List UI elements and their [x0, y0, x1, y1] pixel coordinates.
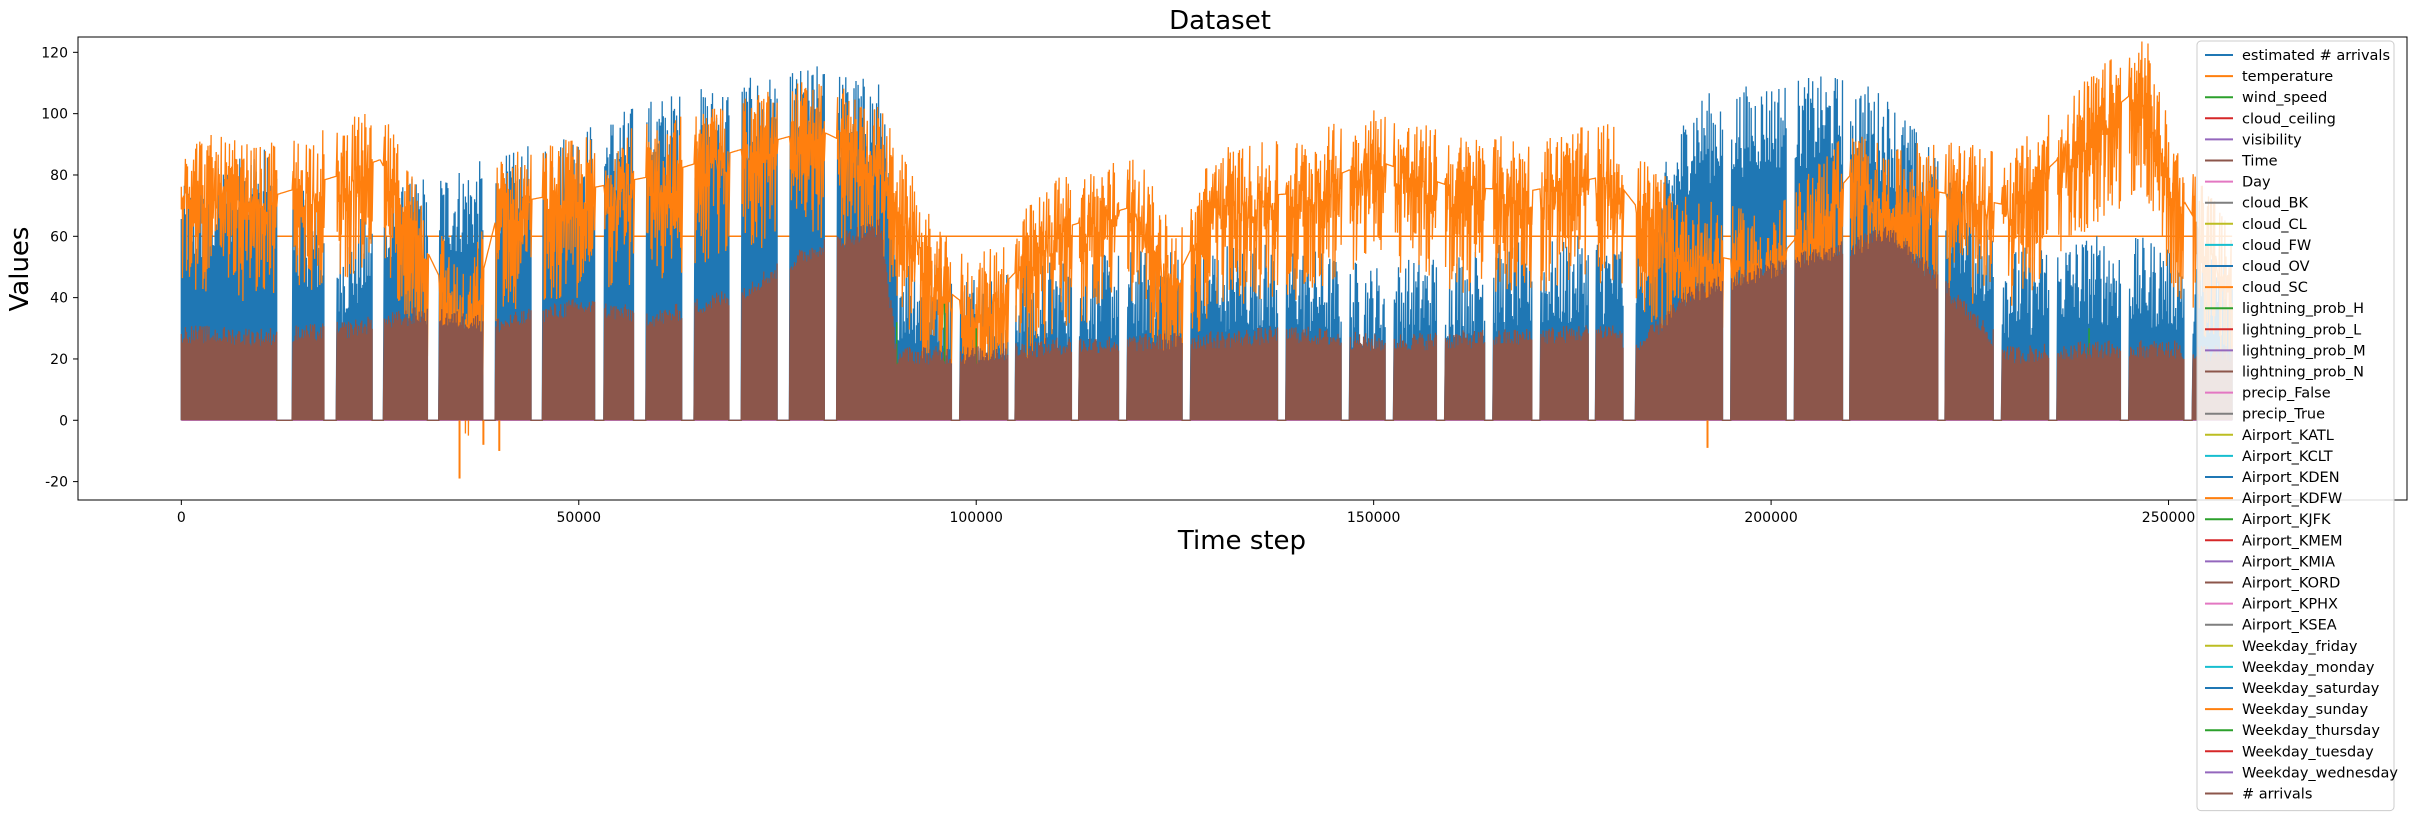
legend-label: lightning_prob_N: [2242, 365, 2364, 381]
x-tick-label: 0: [177, 510, 186, 526]
legend-label: Weekday_thursday: [2242, 723, 2380, 739]
legend-label: Airport_KATL: [2242, 428, 2334, 444]
legend-label: Weekday_sunday: [2242, 702, 2369, 718]
legend-label: Airport_KMIA: [2242, 554, 2335, 570]
series-layer: [180, 41, 2233, 479]
legend-label: cloud_SC: [2242, 280, 2308, 296]
x-tick-label: 50000: [557, 510, 602, 526]
y-tick-label: 100: [41, 107, 68, 123]
y-tick-label: 20: [50, 352, 68, 368]
x-tick-label: 100000: [949, 510, 1002, 526]
legend-label: Weekday_friday: [2242, 639, 2358, 655]
legend-label: temperature: [2242, 69, 2333, 85]
series--arrivals: [180, 218, 2233, 421]
legend-label: cloud_FW: [2242, 238, 2311, 254]
legend-label: lightning_prob_H: [2242, 301, 2364, 317]
y-tick-label: 80: [50, 168, 68, 184]
legend-label: Time: [2241, 154, 2278, 170]
x-axis-label: Time step: [1177, 526, 1306, 556]
legend-label: precip_True: [2242, 407, 2325, 423]
legend-label: Airport_KDFW: [2242, 491, 2342, 507]
legend-label: Weekday_tuesday: [2242, 744, 2374, 760]
y-tick-label: 60: [50, 229, 68, 245]
legend-label: Weekday_monday: [2242, 660, 2375, 676]
legend-label: lightning_prob_L: [2242, 322, 2361, 338]
plot-frame: [77, 36, 2408, 501]
legend-label: Weekday_wednesday: [2242, 765, 2398, 781]
legend-label: Airport_KSEA: [2242, 618, 2337, 634]
legend-label: Airport_KCLT: [2242, 449, 2333, 465]
legend-label: cloud_OV: [2242, 259, 2310, 275]
legend-label: lightning_prob_M: [2242, 343, 2366, 359]
x-tick-label: 250000: [2142, 510, 2195, 526]
y-tick-label: 40: [50, 291, 68, 307]
legend-label: # arrivals: [2242, 787, 2312, 803]
y-tick-label: 120: [41, 45, 68, 61]
legend-label: cloud_CL: [2242, 217, 2307, 233]
legend-label: Airport_KMEM: [2242, 533, 2343, 549]
series-temperature: [180, 41, 2233, 436]
legend-label: Airport_KDEN: [2242, 470, 2340, 486]
legend-label: Airport_KJFK: [2242, 512, 2331, 528]
legend-label: Day: [2242, 175, 2271, 191]
legend-label: estimated # arrivals: [2242, 48, 2390, 64]
y-ticks: -20 0 20 40 60 80 100 120: [41, 45, 78, 491]
y-tick-label: -20: [45, 475, 68, 491]
legend-label: precip_False: [2242, 386, 2331, 402]
chart-title: Dataset: [1169, 6, 1271, 36]
legend-label: Airport_KORD: [2242, 576, 2340, 592]
legend-label: Weekday_saturday: [2242, 681, 2380, 697]
legend-label: cloud_BK: [2242, 196, 2308, 212]
x-ticks: 0 50000 100000 150000 200000 250000: [177, 500, 2195, 526]
legend-label: cloud_ceiling: [2242, 111, 2336, 127]
y-tick-label: 0: [59, 413, 68, 429]
legend: estimated # arrivals temperature wind_spee…: [2196, 40, 2398, 812]
y-axis-label: Values: [5, 227, 35, 312]
legend-label: visibility: [2242, 132, 2302, 148]
x-tick-label: 200000: [1744, 510, 1797, 526]
x-tick-label: 150000: [1347, 510, 1400, 526]
legend-label: wind_speed: [2242, 90, 2327, 106]
legend-box: [2196, 40, 2395, 812]
legend-label: Airport_KPHX: [2242, 597, 2338, 613]
